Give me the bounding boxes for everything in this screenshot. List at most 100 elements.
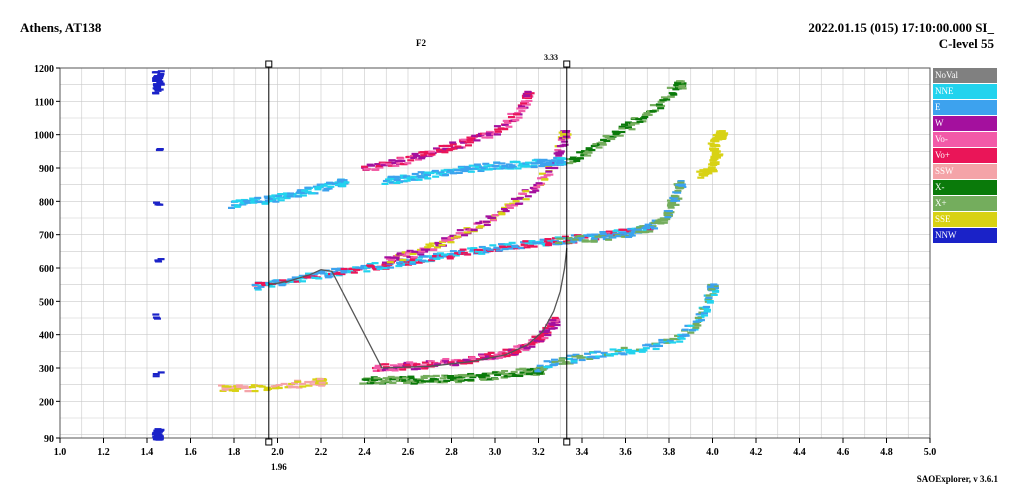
- echo-point: [558, 357, 566, 360]
- echo-point: [482, 372, 490, 375]
- echo-point: [394, 159, 402, 163]
- echo-point: [370, 381, 378, 385]
- echo-point: [286, 195, 294, 198]
- echo-point: [550, 358, 558, 361]
- echo-point: [525, 372, 533, 375]
- echo-point: [541, 336, 549, 340]
- echo-point: [431, 378, 439, 381]
- echo-point: [512, 200, 520, 203]
- echo-point: [550, 363, 558, 366]
- echo-point: [663, 340, 671, 343]
- echo-point: [423, 173, 431, 177]
- echo-point: [697, 319, 705, 322]
- echo-point: [553, 156, 561, 160]
- echo-point: [304, 191, 312, 194]
- echo-point: [254, 196, 262, 200]
- echo-point: [468, 374, 476, 377]
- echo-point: [663, 217, 671, 221]
- echo-point: [669, 341, 677, 344]
- echo-point: [300, 191, 308, 195]
- echo-point: [410, 178, 418, 181]
- echo-point: [595, 355, 603, 358]
- echo-point: [278, 284, 286, 287]
- echo-point: [463, 231, 471, 234]
- echo-point: [403, 179, 411, 182]
- echo-point: [524, 242, 532, 245]
- echo-point: [418, 157, 426, 160]
- echo-point: [420, 154, 428, 157]
- echo-point: [393, 178, 401, 182]
- echo-point: [539, 368, 547, 371]
- echo-point: [426, 248, 434, 251]
- echo-point: [666, 339, 674, 342]
- echo-point: [429, 151, 437, 155]
- echo-point: [570, 360, 578, 363]
- echo-point: [676, 340, 684, 343]
- echo-point: [583, 240, 591, 243]
- echo-point: [504, 121, 512, 124]
- echo-point: [151, 433, 159, 436]
- echo-point: [236, 385, 244, 389]
- echo-point: [573, 159, 581, 163]
- echo-point: [304, 188, 312, 191]
- echo-point: [254, 288, 262, 291]
- echo-point: [589, 351, 597, 354]
- echo-point: [635, 230, 643, 233]
- echo-point: [669, 337, 677, 341]
- echo-point: [298, 274, 306, 277]
- echo-point: [667, 203, 675, 206]
- echo-point: [427, 171, 435, 175]
- echo-point: [536, 364, 544, 367]
- echo-point: [523, 347, 531, 350]
- echo-point: [331, 182, 339, 186]
- echo-point: [543, 360, 551, 363]
- echo-point: [450, 147, 458, 150]
- echo-point: [277, 199, 285, 202]
- echo-point: [539, 162, 547, 165]
- x-tick-label: 1.0: [54, 447, 67, 458]
- echo-point: [403, 381, 411, 384]
- echo-point: [155, 437, 163, 440]
- echo-point: [569, 160, 577, 163]
- echo-point: [318, 381, 326, 384]
- echo-point: [592, 356, 600, 360]
- echo-point: [602, 134, 610, 138]
- echo-point: [506, 206, 514, 209]
- echo-point: [380, 379, 388, 383]
- echo-point: [339, 185, 347, 188]
- echo-point: [600, 351, 608, 355]
- echo-point: [267, 197, 275, 200]
- echo-point: [447, 241, 455, 244]
- echo-point: [336, 267, 344, 270]
- echo-point: [432, 252, 440, 256]
- x-tick-label: 1.2: [97, 447, 110, 458]
- echo-point: [706, 299, 714, 303]
- echo-point: [395, 180, 403, 184]
- marker-handle: [563, 60, 571, 68]
- echo-point: [466, 138, 474, 142]
- echo-point: [562, 130, 570, 133]
- echo-point: [533, 371, 541, 374]
- echo-point: [406, 380, 414, 383]
- echo-point: [497, 127, 505, 130]
- echo-point: [577, 234, 585, 238]
- echo-point: [268, 199, 276, 203]
- echo-point: [620, 233, 628, 236]
- echo-point: [355, 268, 363, 271]
- echo-point: [518, 105, 526, 108]
- echo-point: [157, 70, 165, 73]
- echo-point: [399, 258, 407, 262]
- echo-point: [425, 255, 433, 258]
- echo-point: [363, 378, 371, 381]
- echo-point: [549, 323, 557, 326]
- echo-point: [389, 378, 397, 381]
- echo-point: [712, 290, 720, 293]
- y-tick-label: 500: [39, 297, 54, 308]
- echo-point: [512, 247, 520, 250]
- echo-point: [289, 280, 297, 283]
- echo-point: [522, 190, 530, 193]
- trace-third-hop: [228, 178, 350, 210]
- echo-point: [509, 202, 517, 205]
- echo-point: [621, 123, 629, 126]
